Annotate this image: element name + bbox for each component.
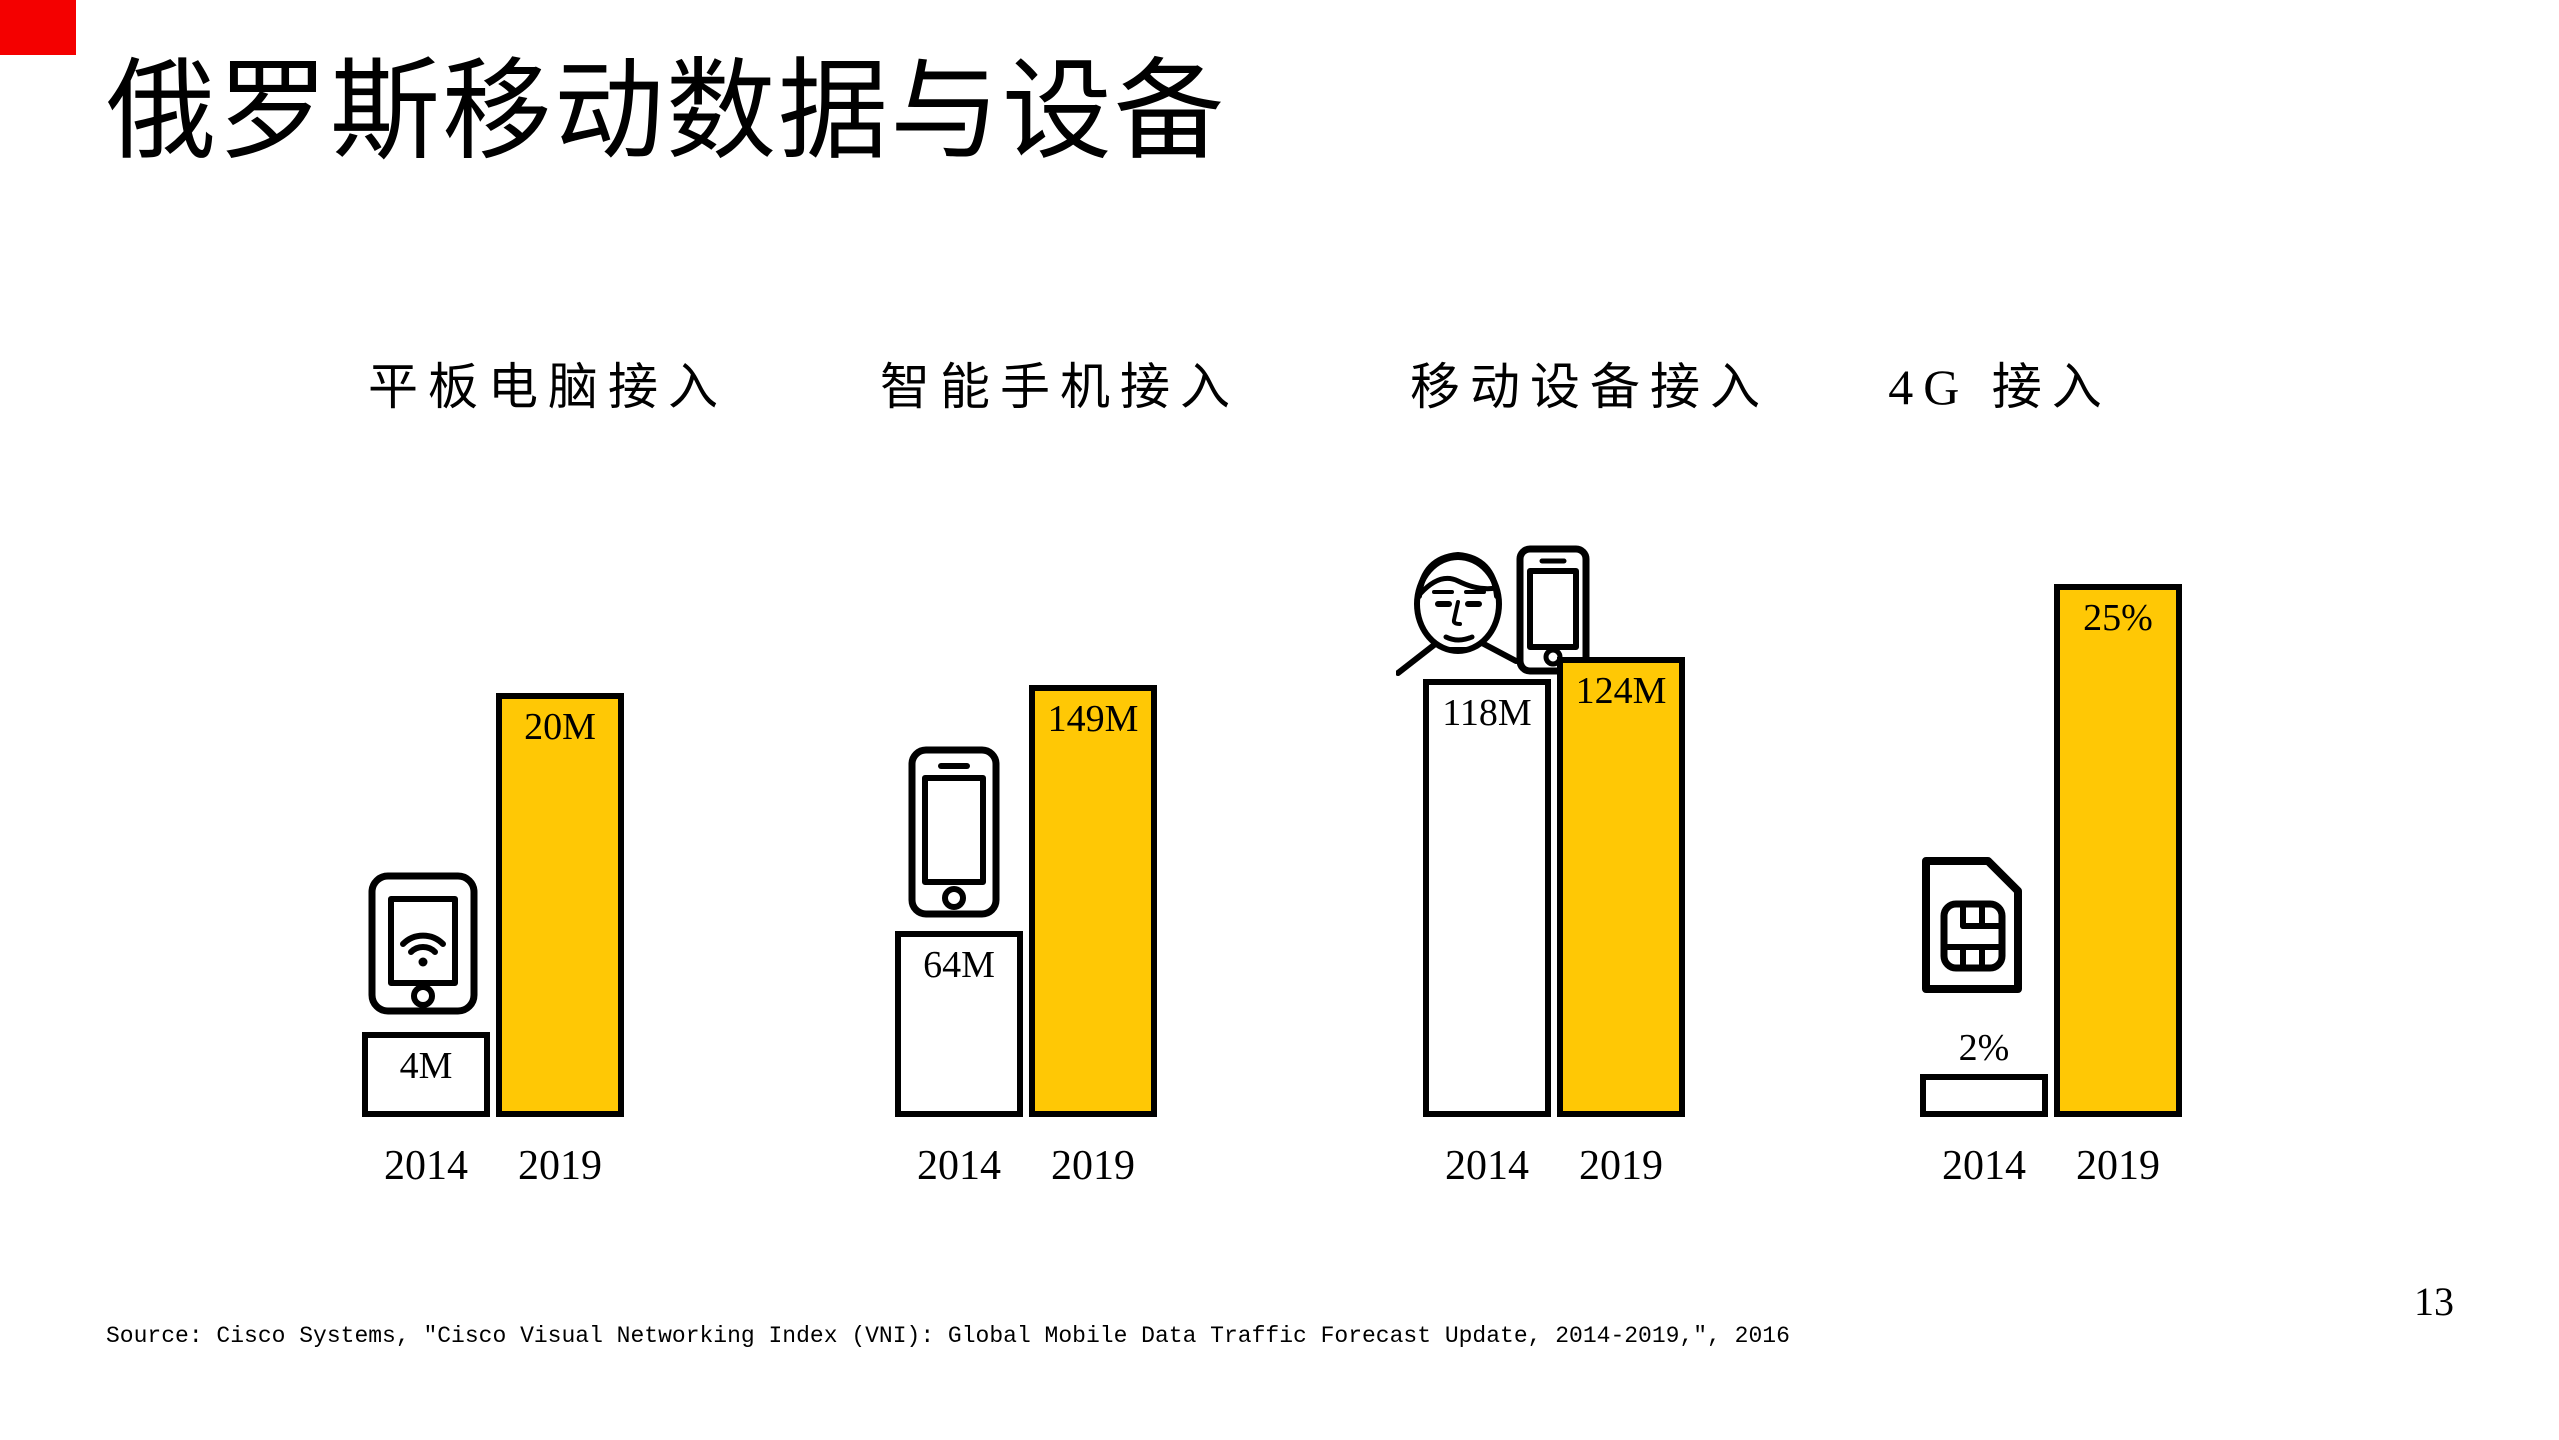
chart-4g: 2% 25% 2014 2019: [1920, 584, 2182, 1190]
bar-value-label: 124M: [1575, 670, 1667, 712]
chart-heading-smartphone: 智能手机接入: [880, 359, 1240, 415]
bar-2014: 118M: [1423, 679, 1551, 1117]
year-axis: 2014 2019: [895, 1142, 1157, 1190]
bar-value-label: 64M: [923, 944, 995, 986]
bar-2019: 149M: [1029, 685, 1157, 1117]
page-number: 13: [2414, 1279, 2454, 1324]
person-with-phone-icon: [1396, 544, 1592, 676]
year-axis: 2014 2019: [1423, 1142, 1685, 1190]
year-label: 2014: [384, 1143, 468, 1189]
smartphone-icon: [908, 746, 1000, 918]
year-label: 2019: [2076, 1143, 2160, 1189]
year-axis: 2014 2019: [1920, 1142, 2182, 1190]
bar-2019: 25%: [2054, 584, 2182, 1117]
source-note: Source: Cisco Systems, ″Cisco Visual Net…: [106, 1323, 1790, 1349]
bar-value-label: 20M: [524, 706, 596, 748]
bar-2019: 124M: [1557, 657, 1685, 1117]
bar-value-label: 4M: [399, 1045, 453, 1087]
year-label: 2014: [1445, 1143, 1529, 1189]
bar-group: 2% 25%: [1920, 584, 2182, 1117]
year-label: 2014: [917, 1143, 1001, 1189]
sim-card-icon: [1918, 856, 2026, 994]
year-label: 2019: [518, 1143, 602, 1189]
slide-title: 俄罗斯移动数据与设备: [106, 51, 1226, 173]
bar-group: 118M 124M: [1423, 657, 1685, 1117]
year-axis: 2014 2019: [362, 1142, 624, 1190]
bar-group: 4M 20M: [362, 693, 624, 1117]
tablet-wifi-icon: [368, 872, 478, 1015]
year-label: 2014: [1942, 1143, 2026, 1189]
bar-2014: 2%: [1920, 1027, 2048, 1117]
chart-tablet: 4M 20M 2014 2019: [362, 693, 624, 1190]
bar-2019: 20M: [496, 693, 624, 1117]
corner-red-mark: [0, 0, 76, 55]
chart-smartphone: 64M 149M 2014 2019: [895, 685, 1157, 1190]
chart-heading-tablet: 平板电脑接入: [368, 359, 728, 415]
bar-group: 64M 149M: [895, 685, 1157, 1117]
bar-value-label: 2%: [1958, 1027, 2010, 1070]
bar-2014: 4M: [362, 1032, 490, 1117]
bar-value-label: 118M: [1442, 692, 1532, 734]
bar-value-label: 149M: [1047, 698, 1139, 740]
year-label: 2019: [1579, 1143, 1663, 1189]
chart-mobile-device: 118M 124M 2014 2019: [1423, 657, 1685, 1190]
year-label: 2019: [1051, 1143, 1135, 1189]
bar-2014: 64M: [895, 931, 1023, 1117]
bar-value-label: 25%: [2083, 597, 2153, 639]
chart-heading-4g: 4G 接入: [1888, 359, 2112, 415]
chart-heading-mobile-device: 移动设备接入: [1410, 359, 1770, 415]
